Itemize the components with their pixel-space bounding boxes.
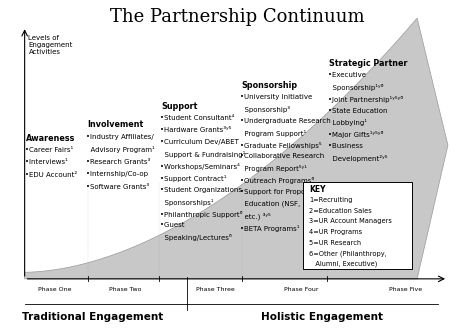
Text: 3=UR Account Managers: 3=UR Account Managers <box>309 218 392 224</box>
Text: •Hardware Grants³ʸ⁵: •Hardware Grants³ʸ⁵ <box>160 127 231 133</box>
Text: •Student Organizations: •Student Organizations <box>160 187 242 193</box>
Text: •University Initiative: •University Initiative <box>240 94 312 100</box>
Text: 1=Recruiting: 1=Recruiting <box>309 197 353 203</box>
Text: •Career Fairs¹: •Career Fairs¹ <box>25 147 73 153</box>
Text: •Business: •Business <box>328 143 363 149</box>
Text: Sponsorship: Sponsorship <box>242 81 298 90</box>
Text: Levels of
Engagement
Activities: Levels of Engagement Activities <box>28 35 73 55</box>
Text: •EDU Account²: •EDU Account² <box>25 172 77 178</box>
Text: 4=UR Programs: 4=UR Programs <box>309 229 362 235</box>
Text: Advisory Program¹: Advisory Program¹ <box>86 146 155 153</box>
Text: •Industry Affiliates/: •Industry Affiliates/ <box>86 134 154 140</box>
Text: •Outreach Programs⁶: •Outreach Programs⁶ <box>240 177 315 184</box>
Text: •Software Grants³: •Software Grants³ <box>86 184 149 190</box>
Text: Education (NSF, NASA,: Education (NSF, NASA, <box>240 201 324 208</box>
Text: •Support for Proposals for: •Support for Proposals for <box>240 189 331 195</box>
FancyBboxPatch shape <box>303 182 412 269</box>
Text: Phase Three: Phase Three <box>196 287 235 292</box>
Polygon shape <box>25 18 448 279</box>
Text: •Research Grants³: •Research Grants³ <box>86 159 151 165</box>
Text: Traditional Engagement: Traditional Engagement <box>22 312 163 322</box>
Text: •Interviews¹: •Interviews¹ <box>25 159 67 165</box>
Text: 6=Other (Philanthropy,: 6=Other (Philanthropy, <box>309 250 387 257</box>
Text: Speaking/Lectures⁶: Speaking/Lectures⁶ <box>160 234 231 241</box>
Text: Strategic Partner: Strategic Partner <box>329 59 408 68</box>
Text: etc.) ³ʸ⁵: etc.) ³ʸ⁵ <box>240 213 271 220</box>
Text: Development²ʸ⁵: Development²ʸ⁵ <box>328 155 388 162</box>
Text: Phase One: Phase One <box>38 287 71 292</box>
Text: •Undergraduate Research: •Undergraduate Research <box>240 118 331 124</box>
Text: Support & Fundraising¹: Support & Fundraising¹ <box>160 151 245 158</box>
Text: The Partnership Continuum: The Partnership Continuum <box>109 8 365 26</box>
Text: Support: Support <box>161 102 198 111</box>
Text: Lobbying¹: Lobbying¹ <box>328 119 367 126</box>
Text: Involvement: Involvement <box>88 120 144 129</box>
Text: Awareness: Awareness <box>26 134 75 143</box>
Text: 2=Education Sales: 2=Education Sales <box>309 208 372 214</box>
Text: Sponsorships¹: Sponsorships¹ <box>160 199 213 206</box>
Text: •Executive: •Executive <box>328 72 366 78</box>
Text: Phase Two: Phase Two <box>109 287 142 292</box>
Text: Sponsorship³: Sponsorship³ <box>240 106 290 113</box>
Text: Holistic Engagement: Holistic Engagement <box>261 312 383 322</box>
Text: Phase Four: Phase Four <box>284 287 318 292</box>
Text: Phase Five: Phase Five <box>389 287 422 292</box>
Text: •State Education: •State Education <box>328 108 388 114</box>
Text: •Workshops/Seminars⁴: •Workshops/Seminars⁴ <box>160 163 240 170</box>
Text: •Student Consultant⁴: •Student Consultant⁴ <box>160 115 234 121</box>
Text: •Internship/Co-op: •Internship/Co-op <box>86 171 148 177</box>
Text: Program Support¹: Program Support¹ <box>240 130 307 137</box>
Text: 5=UR Research: 5=UR Research <box>309 240 361 246</box>
Text: •Joint Partnership¹ʸ⁵ʸ⁶: •Joint Partnership¹ʸ⁵ʸ⁶ <box>328 96 403 103</box>
Text: •Support Contract¹: •Support Contract¹ <box>160 175 226 182</box>
Text: •Philanthropic Support⁶: •Philanthropic Support⁶ <box>160 211 242 217</box>
Text: •Guest: •Guest <box>160 222 184 228</box>
Text: •Collaborative Research: •Collaborative Research <box>240 153 325 159</box>
Text: Sponsorship¹ʸ⁶: Sponsorship¹ʸ⁶ <box>328 84 383 91</box>
Text: •Curriculum Dev/ABET: •Curriculum Dev/ABET <box>160 139 238 145</box>
Text: Program Report⁵ʸ¹: Program Report⁵ʸ¹ <box>240 165 307 172</box>
Text: •Major Gifts¹ʸ⁵ʸ⁶: •Major Gifts¹ʸ⁵ʸ⁶ <box>328 131 383 138</box>
Text: •BETA Programs¹: •BETA Programs¹ <box>240 225 300 232</box>
Text: KEY: KEY <box>309 185 326 194</box>
Text: Alumni, Executive): Alumni, Executive) <box>309 261 377 267</box>
Text: •Graduate Fellowships⁵: •Graduate Fellowships⁵ <box>240 142 322 148</box>
